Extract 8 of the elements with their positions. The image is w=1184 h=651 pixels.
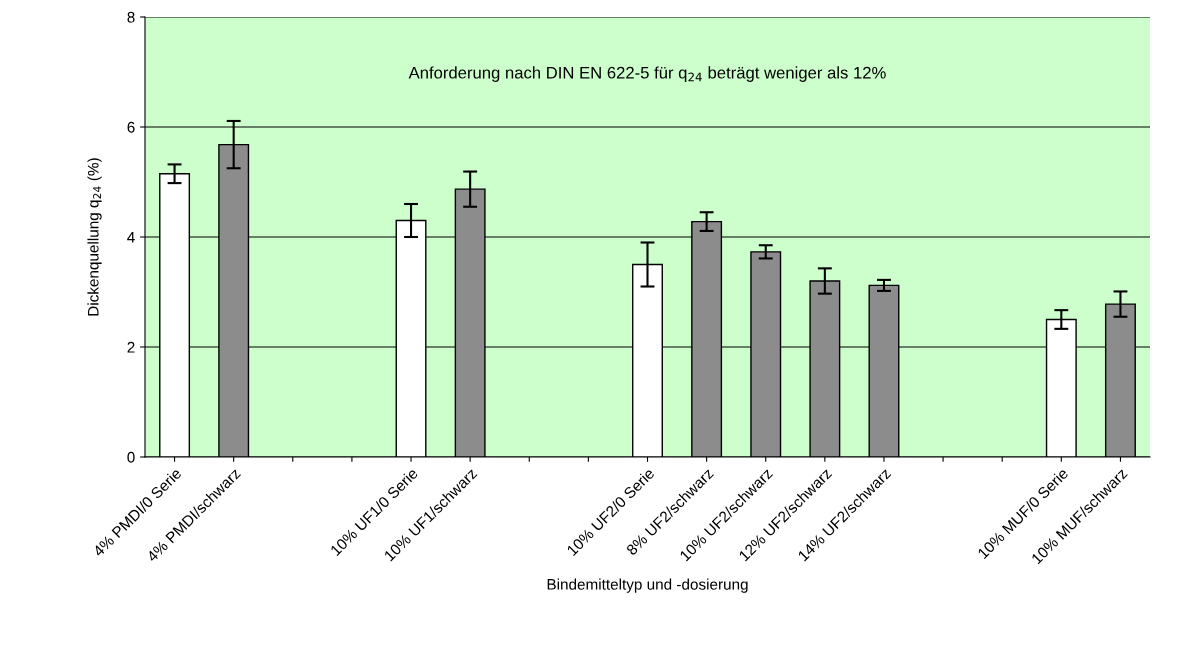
y-tick-label: 8 <box>127 11 135 23</box>
annotation: Anforderung nach DIN EN 622-5 für q$_{24}$ beträgt weniger als 12% <box>408 66 886 82</box>
y-tick-label: 4 <box>127 232 135 243</box>
y-tick-label: 2 <box>127 341 135 353</box>
y-axis-title: Dickenquellung q$_{24}$ (%) <box>87 158 102 316</box>
y-tick-label: 0 <box>127 451 135 463</box>
y-tick-label: 6 <box>127 121 135 133</box>
x-axis-title: Bindemitteltyp und -dosierung <box>547 578 748 593</box>
